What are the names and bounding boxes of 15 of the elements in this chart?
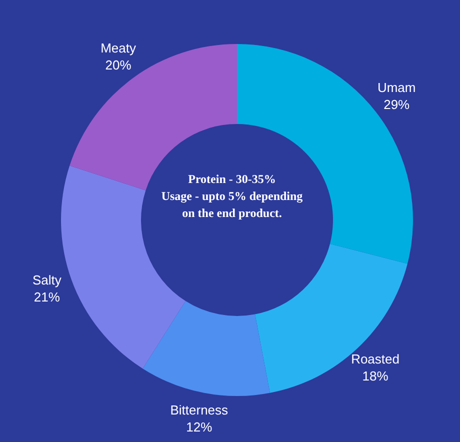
data-label: 20% [105, 58, 132, 73]
donut-slice [142, 301, 270, 396]
slice-label: Meaty [100, 40, 136, 56]
data-label: 18% [362, 368, 389, 384]
slice-label: Salty [32, 272, 62, 288]
donut-slice [70, 44, 237, 190]
text: Usage - upto 5% depending on the end product. [160, 188, 304, 222]
data-label: 12% [186, 419, 213, 434]
slice-label: Umam [377, 80, 416, 96]
donut-slice [254, 244, 408, 393]
data-label: 21% [34, 289, 60, 304]
slice-label: Roasted [351, 351, 400, 366]
data-label: 29% [384, 97, 410, 112]
text: Protein - 30-35% [187, 171, 277, 188]
slice-label: Bitterness [170, 402, 229, 418]
